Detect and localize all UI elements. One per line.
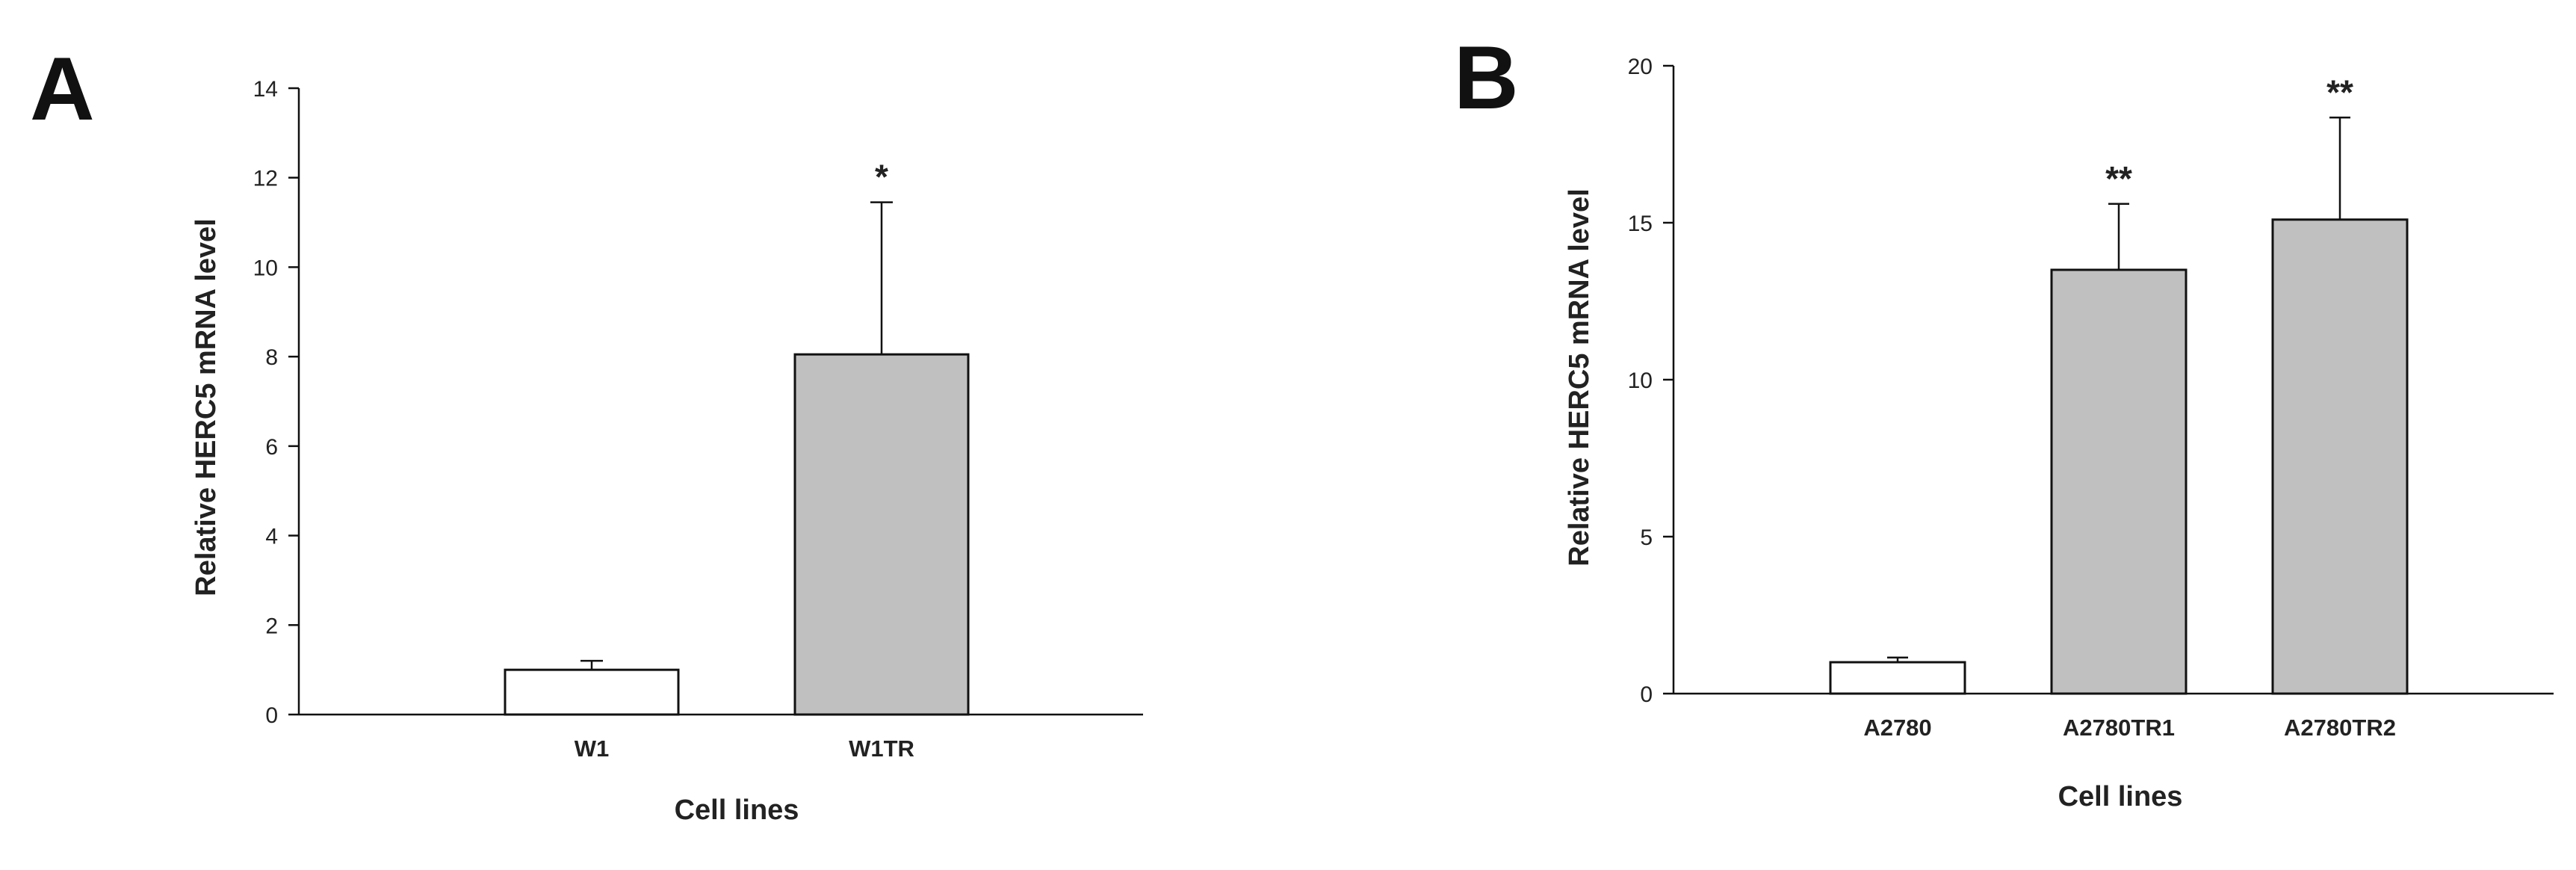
plot-area-a: 0 2 4 6 8 10 12 14 W1 W1TR *	[253, 77, 1143, 762]
y-tick-label-b: 10	[1628, 368, 1653, 393]
significance-mark-b: **	[2326, 72, 2353, 111]
significance-mark-b: **	[2105, 159, 2132, 198]
panel-b: B Relative HERC5 mRNA level Cell lines 0…	[1454, 28, 2554, 812]
y-tick-label-a: 0	[265, 703, 278, 728]
y-tick-label-a: 2	[265, 614, 278, 638]
panel-a: A Relative HERC5 mRNA level Cell lines 0…	[30, 39, 1143, 826]
bar-b-a2780	[1829, 661, 1966, 695]
x-category-label-b: A2780	[1863, 715, 1931, 741]
x-category-label-a: W1TR	[849, 735, 914, 762]
panel-letter-b: B	[1454, 28, 1519, 128]
x-axis-title-a: Cell lines	[675, 795, 799, 826]
significance-mark-a: *	[875, 158, 888, 197]
panel-letter-a: A	[30, 39, 95, 139]
y-tick-label-a: 8	[265, 345, 278, 370]
y-axis-title-a: Relative HERC5 mRNA level	[191, 218, 222, 596]
y-tick-label-b: 15	[1628, 212, 1653, 236]
x-axis-title-b: Cell lines	[2058, 781, 2183, 812]
x-category-label-b: A2780TR2	[2284, 715, 2396, 741]
bar-a-w1	[504, 668, 680, 716]
bar-b-a2780tr1	[2050, 268, 2188, 695]
y-tick-label-b: 5	[1640, 525, 1653, 550]
y-tick-label-a: 10	[253, 256, 278, 280]
y-tick-label-a: 14	[253, 77, 278, 102]
bar-a-w1tr	[793, 353, 970, 716]
y-tick-label-b: 20	[1628, 55, 1653, 79]
plot-area-b: 0 5 10 15 20 A2780 A2780TR1 ** A2780TR2 **	[1628, 55, 2554, 741]
y-tick-label-b: 0	[1640, 682, 1653, 707]
y-axis-title-b: Relative HERC5 mRNA level	[1564, 188, 1595, 566]
y-tick-label-a: 4	[265, 525, 278, 549]
x-category-label-a: W1	[575, 735, 610, 762]
x-category-label-b: A2780TR1	[2063, 715, 2175, 741]
y-tick-label-a: 6	[265, 435, 278, 460]
y-tick-label-a: 12	[253, 167, 278, 191]
bar-b-a2780tr2	[2271, 218, 2409, 695]
